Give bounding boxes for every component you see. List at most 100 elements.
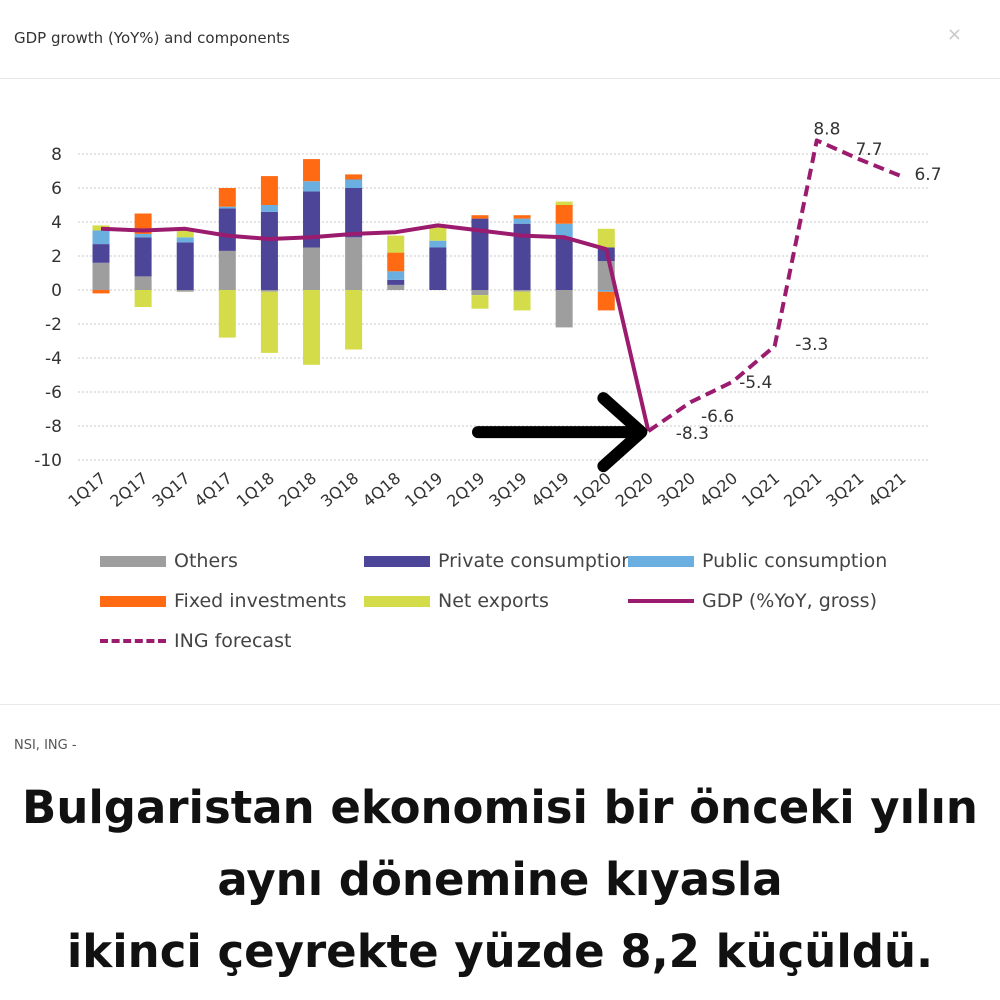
- data-label: -3.3: [795, 335, 828, 355]
- legend-swatch-private-consumption: [364, 555, 430, 567]
- bar-private-consumption: [176, 242, 194, 290]
- data-label: -5.4: [739, 373, 772, 393]
- bar-public-consumption: [597, 290, 615, 292]
- bar-private-consumption: [345, 188, 363, 238]
- bar-private-consumption: [513, 223, 531, 290]
- legend-dash-ing-forecast: [100, 639, 166, 643]
- bar-net-exports: [429, 227, 447, 241]
- legend-item-others: Others: [100, 550, 238, 572]
- legend-swatch-net-exports: [364, 595, 430, 607]
- data-label: 6.7: [914, 165, 941, 185]
- bar-net-exports: [218, 290, 236, 338]
- bar-public-consumption: [513, 218, 531, 224]
- bar-public-consumption: [303, 181, 321, 192]
- y-tick-label: 8: [51, 145, 62, 165]
- y-tick-label: -4: [45, 349, 62, 369]
- bar-public-consumption: [218, 206, 236, 209]
- y-tick-label: -8: [45, 417, 62, 437]
- bar-private-consumption: [218, 208, 236, 251]
- bar-others: [218, 250, 236, 290]
- bar-public-consumption: [429, 240, 447, 248]
- bar-public-consumption: [260, 205, 278, 212]
- bar-others: [176, 290, 194, 292]
- x-tick-label: 1Q17: [64, 469, 109, 511]
- x-tick-label: 4Q20: [696, 469, 741, 511]
- bar-others: [345, 237, 363, 290]
- bar-fixed-investments: [218, 188, 236, 207]
- bar-net-exports: [303, 290, 321, 365]
- y-tick-label: -10: [34, 451, 62, 471]
- x-tick-label: 3Q19: [485, 469, 530, 511]
- bar-others: [387, 284, 405, 290]
- data-label: 8.8: [813, 119, 840, 139]
- bar-net-exports: [92, 225, 110, 231]
- chart-header: GDP growth (YoY%) and components ×: [0, 0, 1000, 79]
- bar-fixed-investments: [597, 291, 615, 311]
- bar-public-consumption: [176, 237, 194, 243]
- bar-private-consumption: [555, 237, 573, 290]
- legend-label-net-exports: Net exports: [438, 590, 549, 612]
- bar-fixed-investments: [303, 159, 321, 182]
- x-tick-label: 2Q21: [780, 469, 825, 511]
- x-tick-label: 2Q17: [106, 469, 151, 511]
- caption-line-3: ikinci çeyrekte yüzde 8,2 küçüldü.: [66, 925, 934, 978]
- bar-fixed-investments: [345, 174, 363, 180]
- legend-item-ing-forecast: ING forecast: [100, 630, 291, 652]
- legend-line-gdp: [628, 599, 694, 603]
- bar-others: [134, 276, 152, 290]
- x-tick-label: 3Q17: [149, 469, 194, 511]
- bar-others: [555, 290, 573, 328]
- bar-others: [513, 290, 531, 292]
- x-tick-label: 3Q21: [822, 469, 867, 511]
- bar-public-consumption: [92, 230, 110, 245]
- legend-item-gdp: GDP (%YoY, gross): [628, 590, 877, 612]
- legend-item-fixed-investments: Fixed investments: [100, 590, 346, 612]
- legend-swatch-public-consumption: [628, 555, 694, 567]
- y-tick-label: 4: [51, 213, 62, 233]
- x-tick-label: 1Q20: [570, 469, 615, 511]
- x-tick-label: 1Q21: [738, 469, 783, 511]
- caption-line-1: Bulgaristan ekonomisi bir önceki yılın: [22, 781, 978, 834]
- bar-private-consumption: [387, 279, 405, 285]
- legend-label-gdp: GDP (%YoY, gross): [702, 590, 877, 612]
- bar-private-consumption: [471, 218, 489, 290]
- bar-fixed-investments: [92, 290, 110, 294]
- y-tick-label: -2: [45, 315, 62, 335]
- chart-legend: Others Private consumption Public consum…: [0, 540, 1000, 660]
- data-label: -8.3: [676, 424, 709, 444]
- close-icon[interactable]: ×: [946, 24, 962, 45]
- bar-net-exports: [597, 228, 615, 248]
- x-tick-label: 1Q18: [233, 469, 278, 511]
- x-tick-label: 2Q19: [443, 469, 488, 511]
- legend-label-others: Others: [174, 550, 238, 572]
- bar-private-consumption: [260, 211, 278, 290]
- legend-item-net-exports: Net exports: [364, 590, 549, 612]
- x-tick-label: 4Q21: [864, 469, 909, 511]
- data-label: 7.7: [855, 140, 882, 160]
- bar-private-consumption: [92, 244, 110, 263]
- y-tick-label: 6: [51, 179, 62, 199]
- bar-net-exports: [555, 201, 573, 205]
- legend-swatch-fixed-investments: [100, 595, 166, 607]
- x-tick-label: 3Q18: [317, 469, 362, 511]
- legend-item-public-consumption: Public consumption: [628, 550, 887, 572]
- legend-label-fixed-investments: Fixed investments: [174, 590, 347, 612]
- forecast-line: [647, 138, 902, 433]
- footer-divider: [0, 704, 1000, 705]
- bar-fixed-investments: [260, 176, 278, 205]
- bar-private-consumption: [429, 247, 447, 290]
- source-note: NSI, ING -: [14, 738, 77, 753]
- x-tick-label: 2Q20: [612, 469, 657, 511]
- x-tick-label: 4Q17: [191, 469, 236, 511]
- legend-label-private-consumption: Private consumption: [438, 550, 634, 572]
- bar-net-exports: [176, 228, 194, 238]
- annotation-arrow-head: [597, 392, 648, 473]
- bar-others: [92, 262, 110, 290]
- chart-title: GDP growth (YoY%) and components: [14, 29, 290, 47]
- bar-private-consumption: [134, 237, 152, 277]
- bar-net-exports: [513, 291, 531, 311]
- bar-private-consumption: [303, 191, 321, 248]
- bar-public-consumption: [387, 271, 405, 280]
- bar-fixed-investments: [471, 215, 489, 219]
- x-tick-label: 2Q18: [275, 469, 320, 511]
